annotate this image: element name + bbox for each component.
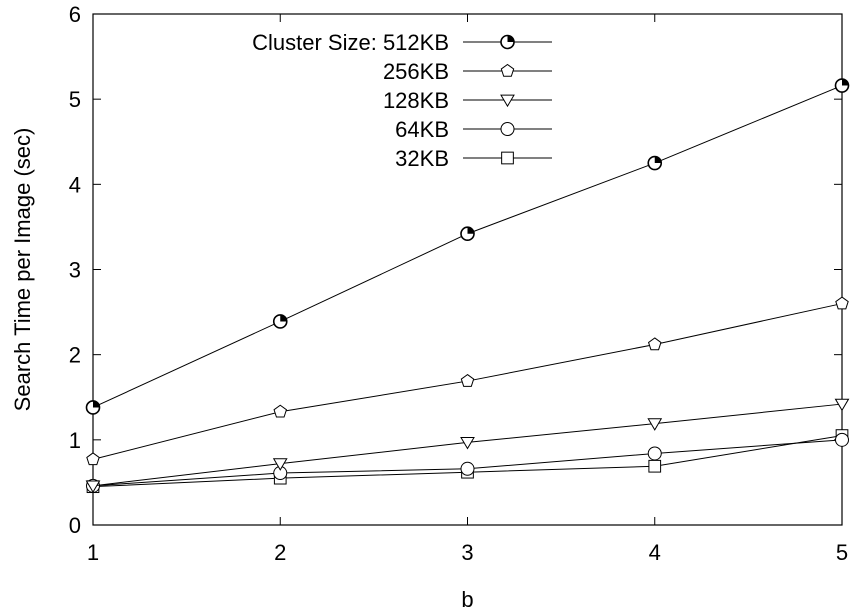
data-point — [647, 446, 662, 461]
data-point-fill — [842, 79, 849, 86]
data-point — [272, 458, 288, 471]
legend-marker — [501, 151, 514, 165]
series-pentagon — [86, 296, 849, 466]
legend-item: 32KB — [395, 146, 552, 171]
legend-marker — [500, 122, 515, 136]
data-point-fill — [280, 314, 287, 322]
data-point — [273, 404, 288, 418]
y-tick-label: 4 — [69, 172, 81, 197]
legend-label: Cluster Size: 512KB — [252, 30, 449, 55]
data-point — [647, 418, 663, 431]
x-tick-label: 5 — [836, 540, 848, 565]
data-point — [835, 296, 849, 310]
series-group — [85, 78, 850, 494]
legend: Cluster Size: 512KB 256KB 128KB 64KB 32KB — [252, 30, 552, 171]
data-point-fill — [93, 400, 100, 408]
legend-label: 32KB — [395, 146, 449, 171]
legend-marker — [500, 63, 515, 77]
legend-item: 64KB — [395, 117, 552, 142]
data-point — [834, 398, 850, 412]
x-tick-label: 2 — [274, 540, 286, 565]
series-triangle-down — [85, 398, 850, 493]
y-tick-label: 3 — [69, 258, 81, 283]
legend-label: 256KB — [383, 59, 449, 84]
data-point — [460, 437, 475, 450]
legend-item: 256KB — [383, 59, 552, 84]
y-tick-label: 1 — [69, 428, 81, 453]
data-point — [648, 459, 662, 473]
y-tick-label: 5 — [69, 87, 81, 112]
legend-marker — [500, 94, 515, 108]
y-tick-label: 6 — [69, 2, 81, 27]
data-point — [85, 480, 101, 493]
y-tick-label: 2 — [69, 343, 81, 368]
x-tick-label: 4 — [649, 540, 661, 565]
data-point — [86, 452, 100, 466]
y-tick-label: 0 — [69, 513, 81, 538]
legend-label: 64KB — [395, 117, 449, 142]
data-point — [835, 432, 849, 447]
series-half-filled-circle — [85, 78, 850, 415]
x-tick-label: 3 — [461, 540, 473, 565]
data-point — [460, 461, 475, 476]
x-tick-label: 1 — [87, 540, 99, 565]
data-point-fill — [467, 227, 474, 234]
x-axis-title: b — [461, 587, 473, 612]
series-line — [92, 85, 843, 408]
legend-label: 128KB — [383, 88, 449, 113]
data-point-fill — [654, 156, 662, 164]
legend-item: Cluster Size: 512KB — [252, 30, 552, 55]
y-axis-title: Search Time per Image (sec) — [10, 128, 35, 412]
legend-item: 128KB — [383, 88, 552, 113]
data-point — [647, 337, 662, 351]
data-point — [460, 373, 475, 387]
legend-marker-fill — [507, 35, 514, 42]
